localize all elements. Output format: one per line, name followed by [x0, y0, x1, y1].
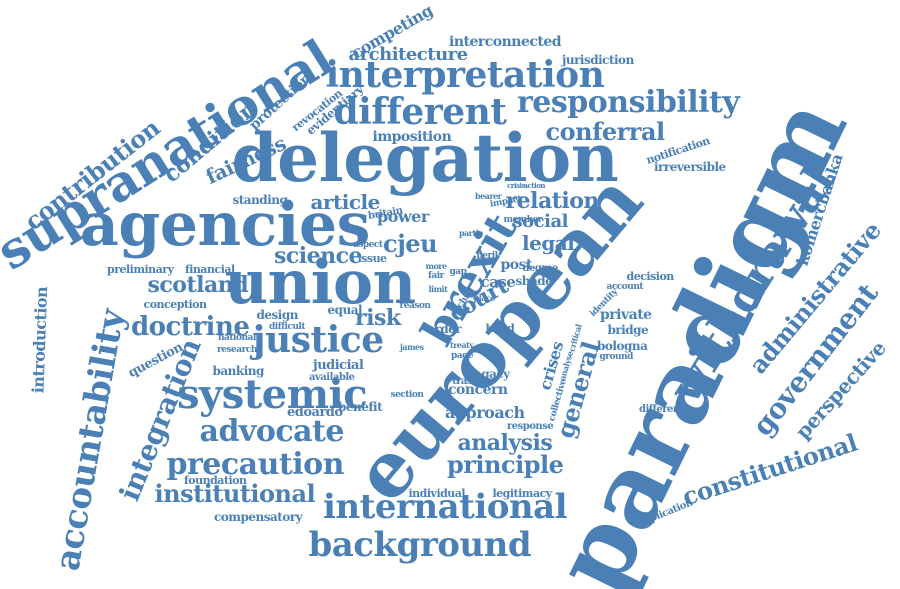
word-decision: decision [626, 269, 675, 283]
word-principle: principle [447, 450, 564, 479]
word-article: article [310, 190, 381, 214]
word-national: national [218, 332, 256, 343]
word-crisis: crisis [507, 180, 526, 190]
word-bearer: bearer [475, 191, 502, 201]
word-difficult: difficult [269, 321, 305, 332]
word-account: account [606, 281, 644, 292]
word-preliminary: preliminary [107, 262, 174, 276]
word-legacy: legacy [470, 367, 510, 381]
word-cjeu: cjeu [383, 229, 438, 258]
word-social: social [512, 211, 569, 232]
word-concern: concern [448, 382, 508, 398]
word-section: section [390, 389, 424, 400]
word-interpretation: interpretation [325, 54, 605, 96]
word-conception: conception [143, 297, 208, 311]
word-bridge: bridge [607, 323, 649, 337]
word-difference: difference [639, 404, 692, 415]
word-interconnected: interconnected [449, 34, 562, 50]
word-institutional: institutional [154, 479, 316, 508]
word-justice: justice [252, 319, 385, 361]
word-gap: gap [449, 266, 467, 277]
word-financial: financial [185, 262, 235, 276]
word-treaty: treaty [450, 340, 474, 350]
word-peril: peril [476, 250, 499, 261]
word-delegation: delegation [231, 119, 619, 197]
word-agencies: agencies [80, 190, 370, 260]
word-science: science [274, 243, 363, 269]
word-architecture: architecture [348, 44, 469, 65]
word-bologna: bologna [597, 339, 648, 353]
word-systemic: systemic [177, 371, 368, 418]
word-precaution: precaution [166, 447, 345, 482]
word-accountability: accountability [47, 306, 133, 574]
word-irreversible: irreversible [654, 160, 726, 174]
word-doctrine: doctrine [131, 312, 250, 342]
word-jurisdiction: jurisdiction [562, 53, 634, 67]
word-shade: shade [515, 274, 553, 288]
word-power: power [377, 207, 429, 226]
word-aspect: aspect [353, 239, 383, 250]
word-post: post [500, 257, 533, 273]
word-risk: risk [355, 305, 401, 331]
word-design: design [256, 308, 299, 322]
word-foundation: foundation [184, 473, 247, 487]
word-analysis: analysis [457, 430, 553, 456]
word-trasta: trasta [452, 376, 483, 387]
word-judicial: judicial [313, 357, 364, 373]
word-international: international [323, 487, 568, 527]
word-available: available [309, 372, 355, 383]
word-member: member [503, 214, 543, 225]
word-james: james [400, 342, 424, 352]
word-imposition: imposition [372, 129, 452, 145]
word-conferral: conferral [545, 117, 666, 146]
word-scotland: scotland [147, 272, 249, 298]
word-introduction: introduction [27, 286, 51, 394]
word-hand: hand [485, 321, 515, 335]
word-individual: individual [408, 486, 466, 500]
word-edoardo: edoardo [287, 404, 343, 420]
word-action: action [523, 180, 546, 190]
word-ground: ground [599, 351, 634, 362]
word-union: union [224, 248, 417, 318]
word-legal: legal [522, 231, 575, 255]
word-response: response [507, 421, 554, 432]
word-standing: standing [232, 193, 288, 207]
word-private: private [600, 307, 652, 323]
word-case: case [480, 272, 516, 291]
word-order: order [427, 322, 462, 336]
word-research: research [217, 344, 257, 355]
word-place: place [473, 293, 496, 303]
word-reason: reason [399, 300, 431, 311]
word-degree: degree [522, 263, 559, 274]
word-background: background [308, 525, 532, 565]
word-equal: equal [327, 303, 363, 317]
word-issue: issue [357, 251, 388, 265]
word-legitimacy: legitimacy [492, 486, 553, 500]
word-relation: relation [505, 188, 600, 214]
word-different: different [333, 91, 507, 133]
word-page: page [451, 350, 474, 361]
word-responsibility: responsibility [517, 85, 740, 120]
word-compensatory: compensatory [214, 510, 303, 524]
word-banking: banking [212, 364, 265, 378]
word-more: more [425, 261, 448, 271]
word-advocate: advocate [199, 414, 345, 449]
word-fair: fair [428, 270, 444, 281]
word-benefit: benefit [338, 400, 383, 414]
word-approach: approach [445, 403, 525, 422]
word-partie: partie [459, 228, 483, 238]
word-limit: limit [428, 284, 448, 294]
